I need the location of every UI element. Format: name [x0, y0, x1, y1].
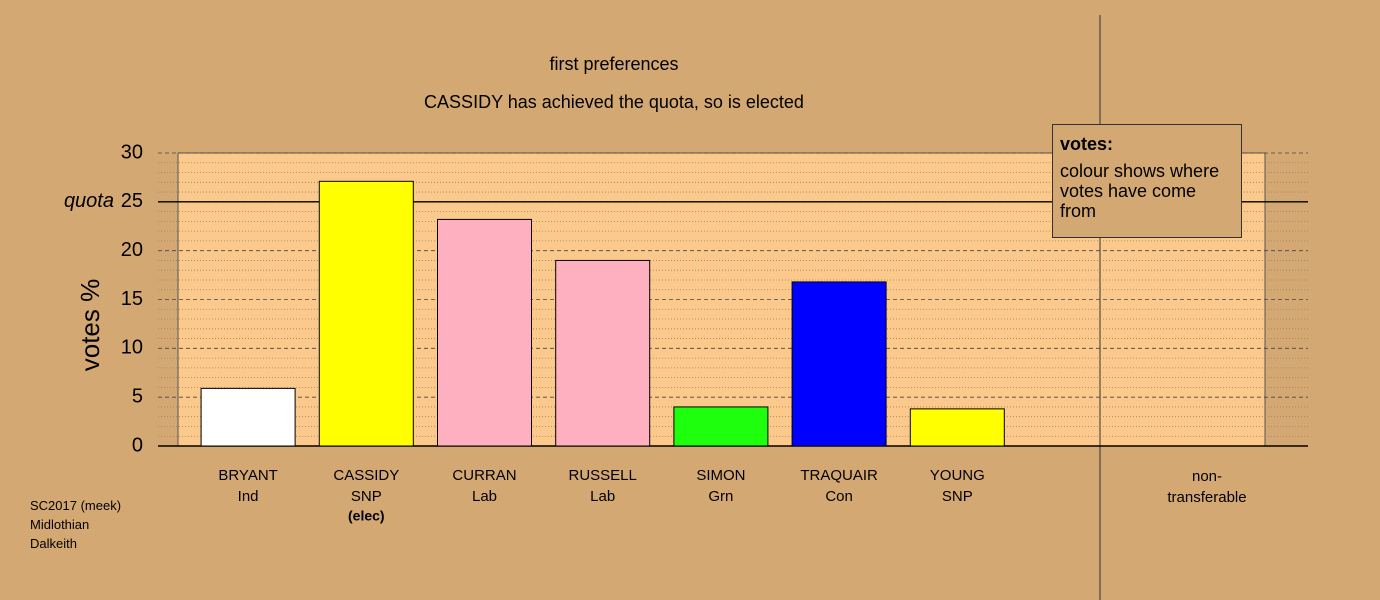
- party-label: Ind: [238, 488, 259, 505]
- legend: votes: colour shows where votes have com…: [1052, 124, 1242, 238]
- chart-subtitle: CASSIDY has achieved the quota, so is el…: [424, 92, 804, 112]
- party-label: Lab: [472, 488, 497, 505]
- party-label: SNP: [351, 488, 382, 505]
- party-label: Con: [825, 488, 853, 505]
- legend-text: colour shows where votes have come from: [1060, 161, 1220, 221]
- bar: [318, 180, 414, 447]
- x-tick-label: BRYANT: [218, 467, 277, 484]
- x-tick-label: RUSSELL: [569, 467, 637, 484]
- y-tick-label: 15: [121, 288, 143, 310]
- bar: [437, 218, 532, 447]
- bar: [909, 408, 1005, 447]
- footnote-line: SC2017 (meek): [30, 498, 122, 513]
- bar: [673, 406, 769, 447]
- x-tick-label: CASSIDY: [333, 467, 399, 484]
- x-tick-label: CURRAN: [452, 467, 516, 484]
- elected-note: (elec): [348, 508, 385, 524]
- bar: [555, 259, 651, 447]
- y-tick-label: 30: [121, 141, 143, 163]
- y-tick-label: 0: [132, 434, 143, 456]
- nontransferable-label: non-transferable: [1167, 468, 1247, 506]
- y-axis-label: votes %: [75, 279, 105, 372]
- x-tick-label: SIMON: [696, 467, 745, 484]
- x-tick-label: TRAQUAIR: [800, 467, 878, 484]
- party-label: Grn: [708, 488, 733, 505]
- quota-label: quota: [64, 190, 114, 212]
- chart-title: first preferences: [549, 54, 678, 74]
- y-tick-label: 20: [121, 239, 143, 261]
- bar: [791, 281, 887, 447]
- party-label: SNP: [942, 488, 973, 505]
- legend-title: votes:: [1060, 134, 1114, 154]
- bar: [200, 387, 296, 447]
- footnote: SC2017 (meek) Midlothian Dalkeith: [30, 496, 121, 553]
- y-tick-label: 25: [121, 190, 143, 212]
- y-tick-label: 10: [121, 337, 143, 359]
- footnote-line: Dalkeith: [30, 536, 77, 551]
- footnote-line: Midlothian: [30, 517, 90, 532]
- party-label: Lab: [590, 488, 615, 505]
- x-tick-label: YOUNG: [930, 467, 985, 484]
- y-tick-label: 5: [132, 385, 143, 407]
